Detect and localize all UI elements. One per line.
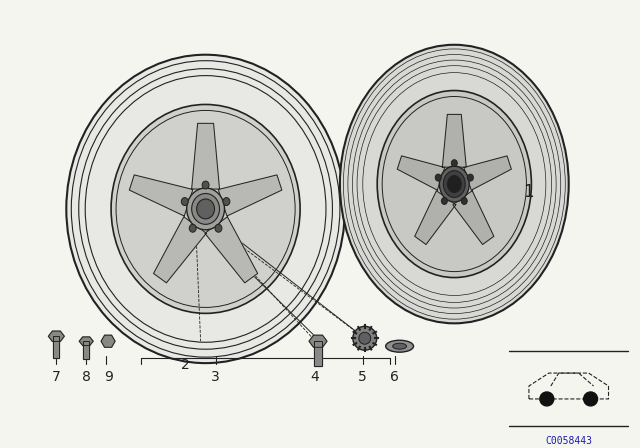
Polygon shape [101,335,115,347]
Polygon shape [49,331,64,341]
Bar [314,341,322,366]
Polygon shape [309,335,327,347]
Text: 7: 7 [52,370,61,384]
Polygon shape [415,191,456,245]
Ellipse shape [359,332,371,344]
Circle shape [584,392,598,406]
Text: C0058443: C0058443 [545,436,592,446]
Ellipse shape [392,343,406,349]
Ellipse shape [67,55,345,363]
Polygon shape [79,337,93,345]
Ellipse shape [461,198,467,204]
Ellipse shape [111,104,300,314]
Text: 1: 1 [524,183,534,201]
Polygon shape [397,156,445,190]
Ellipse shape [340,45,569,323]
Ellipse shape [202,181,209,189]
Ellipse shape [435,174,441,181]
Ellipse shape [451,159,458,167]
Ellipse shape [467,174,474,181]
Bar [83,341,89,359]
Ellipse shape [444,171,465,198]
Ellipse shape [386,340,413,352]
Ellipse shape [191,194,220,224]
Ellipse shape [189,224,196,232]
Polygon shape [205,217,258,283]
Polygon shape [464,156,511,190]
Ellipse shape [187,188,225,230]
Bar [83,341,89,359]
Text: 8: 8 [82,370,91,384]
Polygon shape [442,114,467,167]
Ellipse shape [215,224,222,232]
Polygon shape [154,217,206,283]
Circle shape [540,392,554,406]
Text: 9: 9 [104,370,113,384]
Polygon shape [191,123,220,189]
Ellipse shape [440,166,469,202]
Ellipse shape [196,199,214,219]
Ellipse shape [353,326,377,350]
Text: 6: 6 [390,370,399,384]
Ellipse shape [181,198,188,206]
Ellipse shape [223,198,230,206]
Polygon shape [129,175,193,216]
Bar [314,341,322,366]
Text: 2: 2 [181,358,190,372]
Text: 5: 5 [358,370,367,384]
Polygon shape [218,175,282,216]
Bar [53,336,60,358]
Text: 3: 3 [211,370,220,384]
Bar [53,336,60,358]
Polygon shape [453,191,494,245]
Ellipse shape [377,90,531,278]
Ellipse shape [442,198,447,204]
Text: 4: 4 [310,370,319,384]
Ellipse shape [447,176,461,193]
